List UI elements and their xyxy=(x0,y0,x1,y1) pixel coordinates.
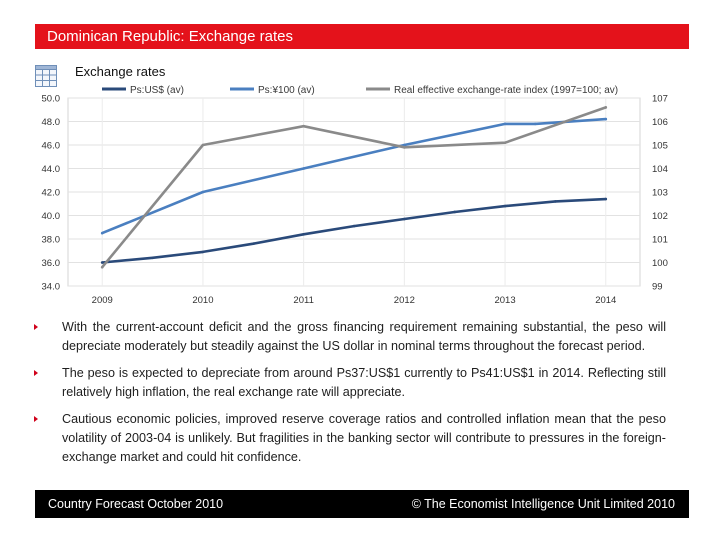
data-point xyxy=(453,210,457,214)
data-point xyxy=(302,124,305,128)
data-point xyxy=(403,146,406,149)
bullet-marker-icon xyxy=(34,416,38,422)
data-point xyxy=(201,143,205,147)
bullet-item: Cautious economic policies, improved res… xyxy=(34,410,666,467)
bullet-list: With the current-account deficit and the… xyxy=(34,318,666,475)
legend-label: Real effective exchange-rate index (1997… xyxy=(394,85,618,96)
right-axis-tick-label: 100 xyxy=(652,258,668,269)
data-point xyxy=(403,217,406,221)
left-axis-tick-label: 40.0 xyxy=(42,211,61,222)
data-point xyxy=(302,167,305,170)
right-axis-tick-label: 101 xyxy=(652,235,668,246)
right-axis-tick-label: 105 xyxy=(652,141,668,152)
data-point xyxy=(604,197,608,201)
data-point xyxy=(151,256,154,260)
data-point xyxy=(251,242,255,245)
data-point xyxy=(100,261,104,264)
legend-label: Ps:¥100 (av) xyxy=(258,85,315,96)
x-axis-tick-label: 2011 xyxy=(293,295,313,306)
data-point xyxy=(352,224,356,228)
data-point xyxy=(201,190,205,194)
right-axis-tick-label: 107 xyxy=(652,94,668,105)
table-icon xyxy=(35,65,57,87)
data-point xyxy=(403,143,406,147)
data-point xyxy=(503,204,507,208)
right-axis-tick-label: 99 xyxy=(652,282,663,293)
bullet-text: With the current-account deficit and the… xyxy=(62,320,666,353)
right-axis-tick-label: 103 xyxy=(652,188,668,199)
data-point xyxy=(503,141,507,144)
data-point xyxy=(100,265,104,269)
data-point xyxy=(604,106,608,109)
right-axis-tick-label: 106 xyxy=(652,117,668,128)
left-axis-tick-label: 46.0 xyxy=(42,141,61,152)
chart-title: Exchange rates xyxy=(75,64,166,79)
data-point xyxy=(554,200,557,203)
data-point xyxy=(100,231,104,235)
left-axis-tick-label: 38.0 xyxy=(42,235,61,246)
x-axis-tick-label: 2012 xyxy=(394,295,415,306)
data-point xyxy=(302,233,305,236)
x-axis-tick-label: 2010 xyxy=(192,295,213,306)
bullet-text: The peso is expected to depreciate from … xyxy=(62,366,666,399)
left-axis-tick-label: 42.0 xyxy=(42,188,61,199)
left-axis-tick-label: 36.0 xyxy=(42,258,61,269)
footer-source: Country Forecast October 2010 xyxy=(48,497,224,511)
left-axis-tick-label: 50.0 xyxy=(42,94,61,105)
data-point xyxy=(604,117,608,121)
bullet-marker-icon xyxy=(34,324,38,330)
footer-copyright: © The Economist Intelligence Unit Limite… xyxy=(411,497,675,511)
left-axis-tick-label: 34.0 xyxy=(42,282,61,293)
bullet-text: Cautious economic policies, improved res… xyxy=(62,412,666,464)
exchange-rate-chart: 50.0 48.0 46.0 44.0 42.0 40.0 38.0 36.0 34.0 107 1… xyxy=(42,85,668,306)
legend-label: Ps:US$ (av) xyxy=(130,85,184,96)
footer-bar: Country Forecast October 2010 © The Econ… xyxy=(35,490,689,518)
left-axis-tick-label: 48.0 xyxy=(42,117,61,128)
bullet-marker-icon xyxy=(34,370,38,376)
data-point xyxy=(533,122,537,126)
right-axis-tick-label: 102 xyxy=(652,211,668,222)
page-title: Dominican Republic: Exchange rates xyxy=(35,24,689,49)
x-axis-tick-label: 2013 xyxy=(494,295,515,306)
x-axis-tick-label: 2009 xyxy=(92,295,113,306)
data-point xyxy=(503,122,507,126)
left-axis-tick-label: 44.0 xyxy=(42,164,61,175)
bullet-item: The peso is expected to depreciate from … xyxy=(34,364,666,402)
right-axis-tick-label: 104 xyxy=(652,164,668,175)
series-line xyxy=(100,106,608,269)
x-axis-tick-label: 2014 xyxy=(595,295,616,306)
bullet-item: With the current-account deficit and the… xyxy=(34,318,666,356)
data-point xyxy=(201,250,205,254)
